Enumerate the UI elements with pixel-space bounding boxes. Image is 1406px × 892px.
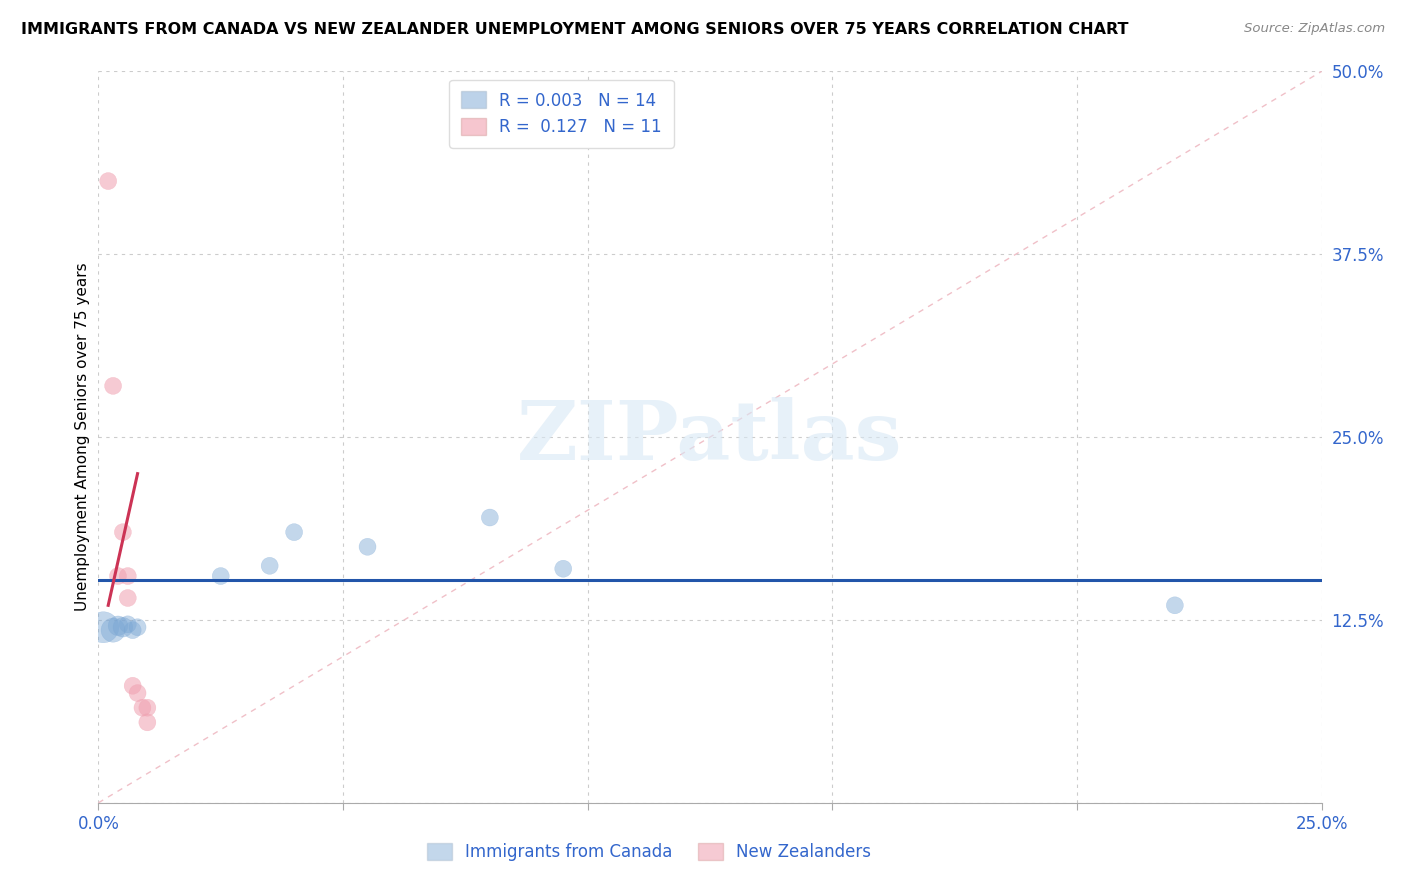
Point (107, 569, 129, 583)
Point (97, 174, 120, 188)
Point (117, 569, 139, 583)
Point (1164, 599, 1187, 613)
Point (121, 623, 143, 637)
Point (127, 620, 149, 634)
Point (111, 620, 134, 634)
Point (117, 591, 139, 605)
Point (259, 558, 281, 573)
Point (101, 379, 124, 393)
Legend: Immigrants from Canada, New Zealanders: Immigrants from Canada, New Zealanders (420, 836, 877, 868)
Point (111, 525, 134, 540)
Point (121, 679, 143, 693)
Point (117, 617, 139, 632)
Point (136, 700, 159, 714)
Point (136, 715, 159, 730)
Point (91, 620, 114, 634)
Text: Source: ZipAtlas.com: Source: ZipAtlas.com (1244, 22, 1385, 36)
Point (101, 623, 124, 637)
Point (283, 525, 305, 540)
Point (209, 569, 232, 583)
Y-axis label: Unemployment Among Seniors over 75 years: Unemployment Among Seniors over 75 years (75, 263, 90, 611)
Text: ZIPatlas: ZIPatlas (517, 397, 903, 477)
Point (478, 510, 501, 524)
Point (553, 562, 575, 576)
Text: IMMIGRANTS FROM CANADA VS NEW ZEALANDER UNEMPLOYMENT AMONG SENIORS OVER 75 YEARS: IMMIGRANTS FROM CANADA VS NEW ZEALANDER … (21, 22, 1129, 37)
Point (356, 540, 378, 554)
Point (131, 700, 153, 714)
Point (107, 619, 129, 633)
Point (127, 686, 149, 700)
